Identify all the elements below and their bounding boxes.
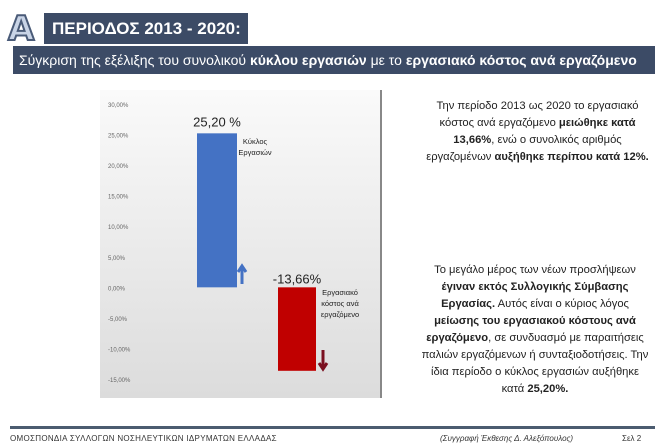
- text-run: εργασιακό κόστος ανά εργαζόμενο: [405, 52, 637, 68]
- data-label: 25,20 %: [193, 114, 241, 129]
- y-tick-label: 30,00%: [108, 103, 129, 109]
- text-run: κύκλου εργασιών: [249, 52, 367, 68]
- text-run: έγιναν εκτός Συλλογικής Σύμβασης Εργασία…: [441, 281, 629, 310]
- y-tick-label: -15,00%: [108, 378, 131, 384]
- category-label: Εργασιακό κόστος ανά εργαζόμενο: [321, 288, 360, 319]
- footer-org: ΟΜΟΣΠΟΝΔΙΑ ΣΥΛΛΟΓΩΝ ΝΟΣΗΛΕΥΤΙΚΩΝ ΙΔΡΥΜΑΤ…: [10, 434, 277, 443]
- subtitle: Σύγκριση της εξέλιξης του συνολικού κύκλ…: [13, 46, 655, 74]
- paragraph-2: Το μεγάλο μέρος των νέων προσλήψεων έγιν…: [420, 262, 650, 398]
- text-run: , ενώ ο συνολικός αριθμός εργαζομένων: [426, 134, 622, 163]
- text-run: 25,20%.: [527, 383, 569, 395]
- bar: [197, 133, 237, 288]
- bar-chart: 30,00% 25,00% 20,00% 15,00% 10,00% 5,00% 0,00%…: [100, 90, 382, 398]
- y-tick-label: -10,00%: [108, 347, 131, 353]
- text-run: Αυτός είναι ο κύριος λόγος: [495, 298, 629, 310]
- bar: [278, 287, 316, 371]
- category-label: Κύκλος Εργασιών: [238, 137, 272, 157]
- text-run: μειώθηκε κατά 13,66%: [453, 117, 636, 146]
- y-tick-label: 0,00%: [108, 286, 126, 292]
- text-run: αυξήθηκε περίπου κατά 12%.: [494, 151, 649, 163]
- arrow-down-icon: [317, 350, 329, 372]
- footer-divider: [10, 426, 655, 429]
- section-letter-logo: A: [7, 9, 35, 49]
- text-run: με το: [366, 52, 406, 68]
- text-run: μείωσης του εργασιακού κόστους ανά εργαζ…: [426, 315, 636, 344]
- y-tick-label: -5,00%: [108, 317, 128, 323]
- text-run: Σύγκριση της εξέλιξης του συνολικού: [19, 52, 250, 68]
- paragraph-1: Την περίοδο 2013 ως 2020 το εργασιακό κό…: [425, 98, 650, 166]
- y-tick-label: 5,00%: [108, 256, 126, 262]
- y-tick-label: 15,00%: [108, 195, 129, 201]
- text-run: , σε συνδυασμό με παραιτήσεις παλιών εργ…: [421, 332, 649, 395]
- y-tick-label: 20,00%: [108, 164, 129, 170]
- text-run: Την περίοδο 2013 ως 2020 το εργασιακό κό…: [436, 100, 639, 129]
- data-label: -13,66%: [273, 271, 322, 286]
- arrow-up-icon: [236, 263, 248, 284]
- text-run: Το μεγάλο μέρος των νέων προσλήψεων: [434, 264, 636, 276]
- page-title: ΠΕΡΙΟΔΟΣ 2013 - 2020:: [44, 13, 248, 44]
- page-number: Σελ 2: [622, 434, 642, 443]
- y-tick-label: 10,00%: [108, 225, 129, 231]
- footer-author: (Συγγραφή Έκθεσης Δ. Αλεξόπουλος): [440, 434, 574, 443]
- y-tick-label: 25,00%: [108, 134, 129, 140]
